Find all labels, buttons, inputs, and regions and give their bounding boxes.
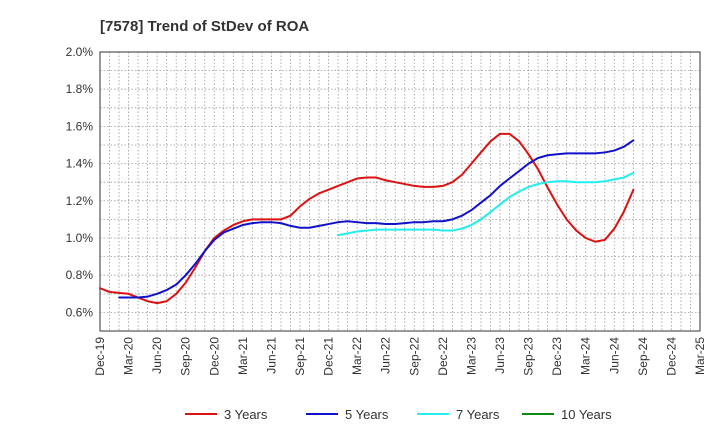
y-tick-label: 1.0% [66,231,94,245]
x-tick-label: Sep-23 [522,337,536,376]
x-tick-label: Mar-25 [693,337,707,375]
y-tick-label: 0.8% [66,268,94,282]
y-tick-label: 2.0% [66,45,94,59]
series-line-3-years [99,132,635,305]
y-tick-label: 1.8% [66,82,94,96]
legend-label: 5 Years [345,407,389,422]
x-tick-label: Mar-23 [464,337,478,375]
plot-area [100,52,700,331]
x-tick-label: Sep-20 [179,337,193,376]
x-tick-label: Jun-20 [150,337,164,374]
y-tick-label: 1.6% [66,119,94,133]
x-tick-label: Dec-22 [436,337,450,376]
y-tick-label: 1.2% [66,194,94,208]
legend-label: 10 Years [561,407,612,422]
chart-title: [7578] Trend of StDev of ROA [100,18,309,35]
x-tick-label: Mar-24 [579,337,593,375]
grid [100,52,700,331]
x-tick-label: Jun-23 [493,337,507,374]
x-tick-label: Jun-24 [607,337,621,374]
x-tick-label: Mar-21 [236,337,250,375]
legend-label: 7 Years [456,407,500,422]
y-tick-label: 1.4% [66,157,94,171]
x-tick-label: Jun-21 [264,337,278,374]
x-tick-label: Dec-19 [93,337,107,376]
x-tick-label: Mar-22 [350,337,364,375]
x-tick-label: Sep-21 [293,337,307,376]
legend: 3 Years 5 Years 7 Years 10 Years [185,407,612,422]
series-lines [99,132,635,305]
x-tick-label: Dec-20 [207,337,221,376]
x-tick-label: Mar-20 [122,337,136,375]
axes: 0.6% 0.8% 1.0% 1.2% 1.4% 1.6% 1.8% 2.0% Dec-19 Ma… [66,45,707,376]
x-tick-label: Sep-22 [407,337,421,376]
x-tick-label: Dec-23 [550,337,564,376]
series-line-7-years [337,171,635,237]
x-tick-label: Dec-21 [322,337,336,376]
y-tick-label: 0.6% [66,305,94,319]
plot-frame [99,51,701,332]
x-tick-label: Dec-24 [664,337,678,376]
series-line-5-years [118,139,635,299]
x-tick-label: Sep-24 [636,337,650,376]
legend-label: 3 Years [224,407,268,422]
x-tick-label: Jun-22 [379,337,393,374]
